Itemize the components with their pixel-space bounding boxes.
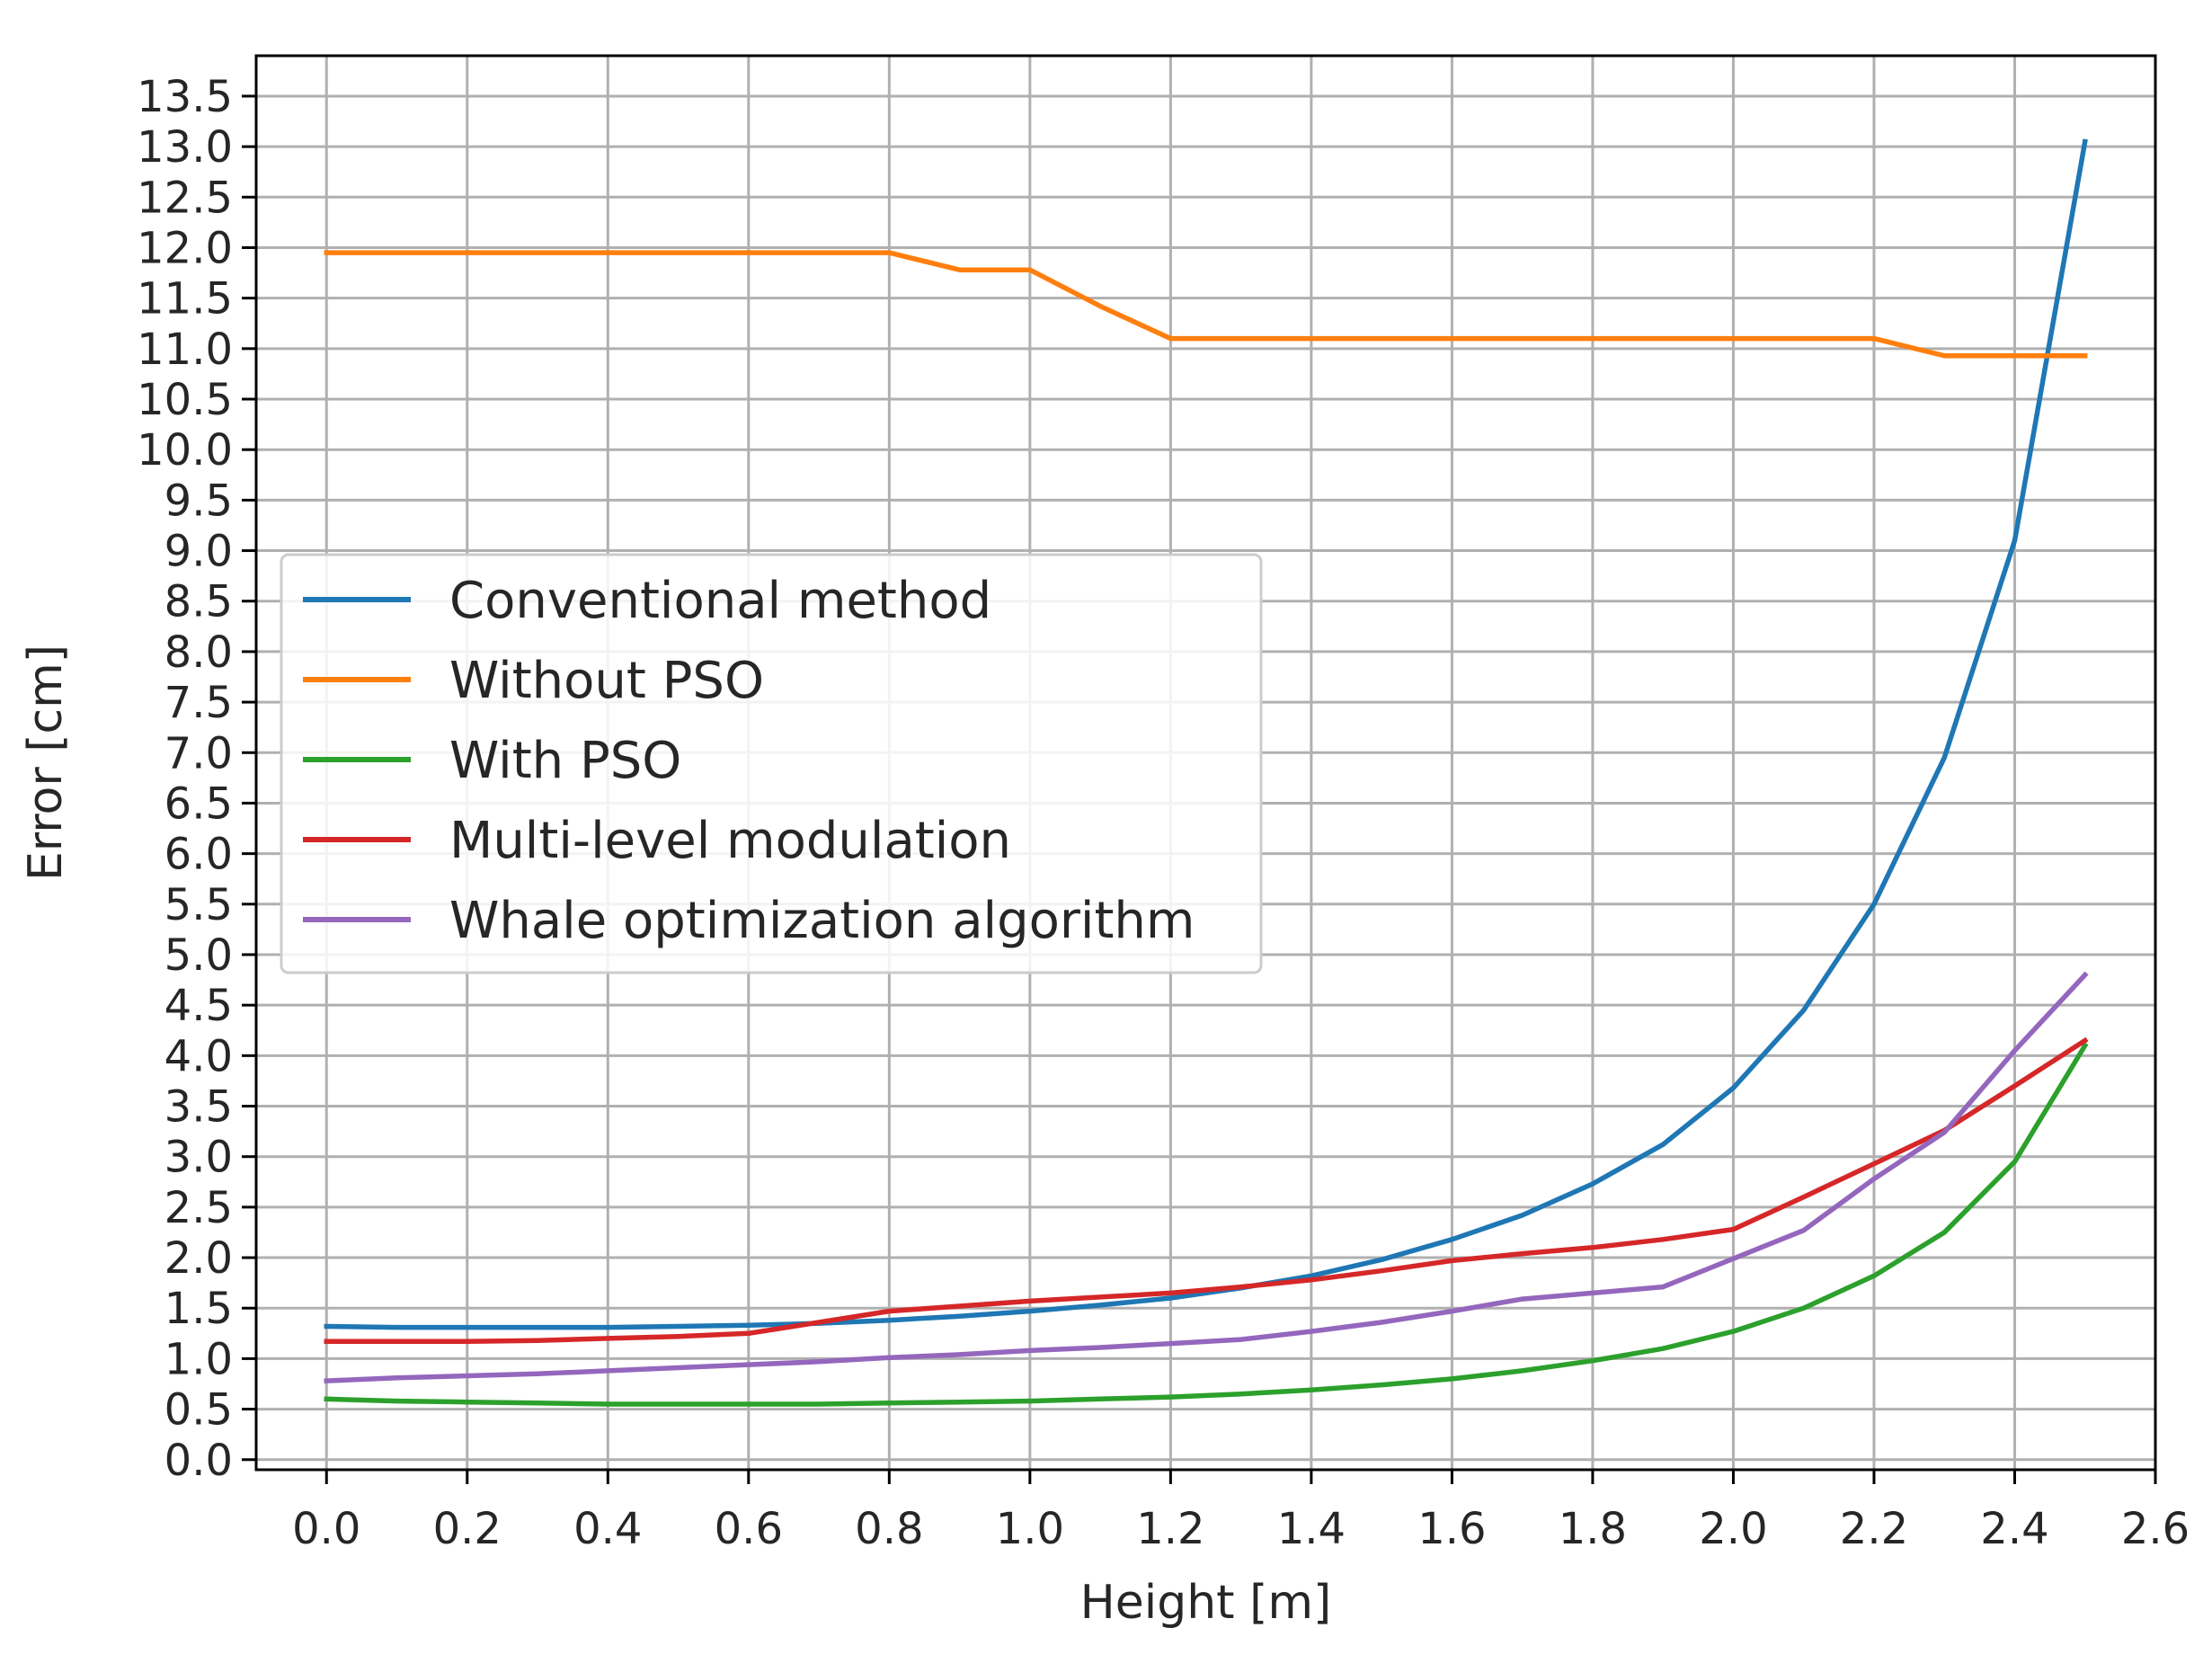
x-tick-label: 2.4 (1980, 1504, 2048, 1554)
x-tick-label: 2.0 (1699, 1504, 1767, 1554)
y-tick-label: 12.0 (137, 223, 233, 273)
y-tick-label: 8.0 (164, 627, 233, 678)
y-axis-ticks: 0.00.51.01.52.02.53.03.54.04.55.05.56.06… (137, 72, 256, 1486)
y-tick-label: 6.0 (164, 830, 233, 880)
legend-label-multi-level-modulation: Multi-level modulation (449, 812, 1011, 870)
y-tick-label: 9.5 (164, 476, 233, 526)
y-tick-label: 12.5 (137, 173, 233, 223)
legend-label-with-pso: With PSO (449, 732, 681, 790)
plot-frame (254, 54, 2157, 1472)
y-tick-label: 10.0 (137, 425, 233, 476)
x-tick-label: 1.6 (1417, 1504, 1486, 1554)
x-tick-label: 1.0 (996, 1504, 1064, 1554)
legend-box (280, 553, 1263, 974)
x-tick-label: 2.2 (1840, 1504, 1908, 1554)
y-tick-label: 11.0 (137, 325, 233, 375)
x-tick-label: 0.4 (573, 1504, 642, 1554)
y-tick-label: 6.5 (164, 778, 233, 829)
legend-label-whale-optimization-algorithm: Whale optimization algorithm (449, 892, 1195, 950)
x-tick-label: 0.0 (292, 1504, 360, 1554)
series-line-multi-level-modulation (324, 1036, 2089, 1345)
x-tick-label: 0.2 (433, 1504, 502, 1554)
y-tick-label: 11.5 (137, 274, 233, 325)
y-tick-label: 13.5 (137, 72, 233, 122)
legend-label-conventional-method: Conventional method (449, 572, 991, 630)
y-tick-label: 2.0 (164, 1233, 233, 1284)
legend-label-without-pso: Without PSO (449, 652, 764, 710)
y-tick-label: 0.5 (164, 1385, 233, 1436)
series-lines (324, 138, 2089, 1407)
x-tick-label: 1.4 (1277, 1504, 1346, 1554)
y-tick-label: 7.0 (164, 728, 233, 778)
y-tick-label: 4.5 (164, 981, 233, 1031)
y-tick-label: 5.0 (164, 930, 233, 981)
x-axis-ticks: 0.0 0.2 0.4 0.6 0.8 1.0 1.2 1.4 1.6 1.8 2.0 2.2 2.4 2… (292, 1470, 2190, 1554)
x-axis-label: Height [m] (1080, 1576, 1332, 1630)
x-tick-label: 1.8 (1559, 1504, 1627, 1554)
x-tick-label: 0.8 (855, 1504, 923, 1554)
y-tick-label: 8.5 (164, 577, 233, 627)
legend: Conventional method Without PSO With PSO Mu… (280, 553, 1263, 974)
y-tick-label: 10.5 (137, 375, 233, 425)
series-line-with-pso (324, 1042, 2089, 1407)
y-tick-label: 5.5 (164, 880, 233, 930)
y-tick-label: 1.0 (164, 1334, 233, 1384)
y-tick-label: 3.0 (164, 1133, 233, 1183)
series-line-whale-optimization-algorithm (324, 971, 2089, 1383)
y-axis-label: Error [cm] (19, 645, 73, 881)
y-tick-label: 13.0 (137, 122, 233, 173)
series-line-conventional-method (324, 138, 2088, 1330)
y-tick-label: 3.5 (164, 1082, 233, 1133)
x-tick-label: 1.2 (1136, 1504, 1204, 1554)
y-tick-label: 4.0 (164, 1031, 233, 1081)
y-tick-label: 9.0 (164, 527, 233, 577)
series-line-without-pso (324, 250, 2088, 359)
x-tick-label: 0.6 (715, 1504, 783, 1554)
y-tick-label: 7.5 (164, 678, 233, 728)
y-tick-label: 2.5 (164, 1183, 233, 1233)
y-tick-label: 1.5 (164, 1284, 233, 1334)
x-tick-label: 2.6 (2121, 1504, 2190, 1554)
y-tick-label: 0.0 (164, 1436, 233, 1486)
